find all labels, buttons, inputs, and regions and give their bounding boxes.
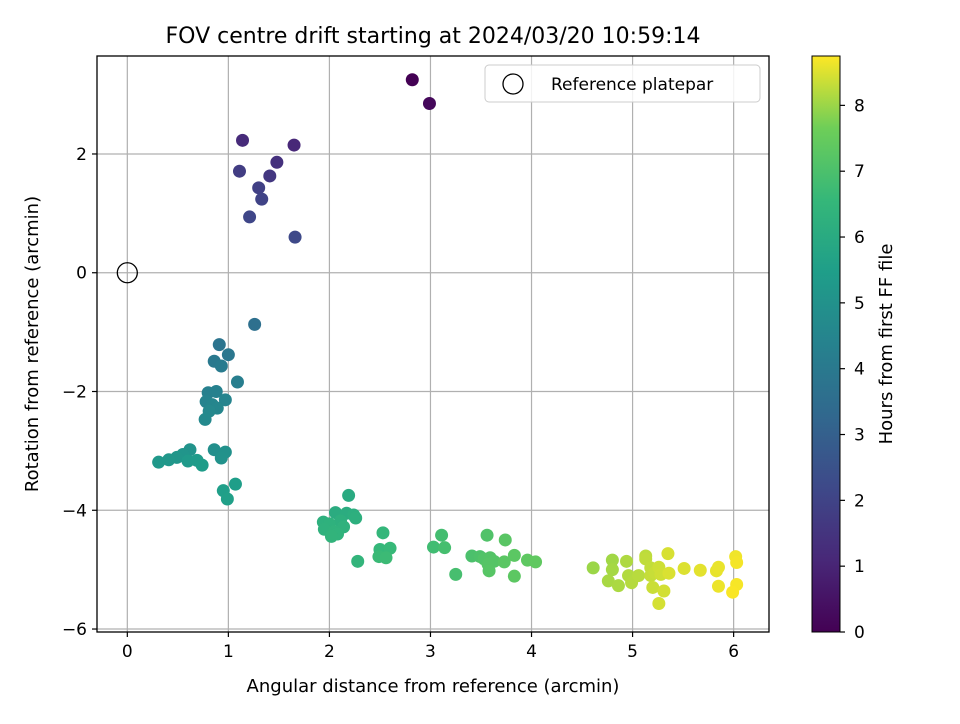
legend-box — [484, 64, 761, 103]
data-point — [438, 541, 452, 555]
data-point — [270, 155, 284, 169]
data-point — [324, 529, 338, 543]
data-point — [497, 555, 511, 569]
data-point — [677, 561, 691, 575]
data-point — [263, 169, 277, 183]
x-tick-label: 0 — [122, 642, 133, 662]
data-point — [498, 533, 512, 547]
data-point — [214, 451, 228, 465]
data-point — [529, 555, 543, 569]
data-point — [693, 563, 707, 577]
colorbar-tick-label: 8 — [854, 96, 865, 116]
data-point — [287, 138, 301, 152]
colorbar: 0 1 2 3 4 5 6 7 8 Hours from first FF file — [811, 55, 897, 643]
data-point — [405, 73, 419, 87]
scatter-points — [116, 73, 744, 610]
y-axis-label: Rotation from reference (arcmin) — [22, 196, 43, 492]
data-point — [351, 554, 365, 568]
data-point — [236, 133, 250, 147]
data-point — [657, 584, 671, 598]
colorbar-tick-label: 7 — [854, 162, 865, 182]
data-point — [288, 230, 302, 244]
reference-platepar-marker — [116, 262, 138, 284]
data-point — [349, 511, 363, 525]
y-tick-label: −6 — [62, 620, 87, 640]
data-point — [605, 553, 619, 567]
data-point — [480, 528, 494, 542]
colorbar-tick-label: 2 — [854, 491, 865, 511]
data-point — [342, 488, 356, 502]
data-point — [652, 596, 666, 610]
data-point — [198, 412, 212, 426]
data-point — [482, 564, 496, 578]
colorbar-tick-label: 0 — [854, 623, 865, 643]
data-point — [230, 375, 244, 389]
x-tick-label: 3 — [425, 642, 436, 662]
x-tick-label: 4 — [526, 642, 537, 662]
x-tick-label: 5 — [627, 642, 638, 662]
legend-entry-reference: Reference platepar — [551, 75, 713, 95]
data-point — [601, 574, 615, 588]
data-point — [586, 561, 600, 575]
data-point — [632, 569, 646, 583]
data-point — [218, 393, 232, 407]
x-axis-ticks: 0 1 2 3 4 5 6 — [122, 632, 739, 662]
data-point — [152, 455, 166, 469]
x-axis-label: Angular distance from reference (arcmin) — [247, 676, 620, 697]
colorbar-label: Hours from first FF file — [876, 244, 897, 445]
data-point — [228, 477, 242, 491]
data-point — [711, 579, 725, 593]
data-point — [507, 548, 521, 562]
data-point — [605, 563, 619, 577]
x-tick-label: 2 — [324, 642, 335, 662]
y-tick-label: 0 — [76, 264, 87, 284]
x-tick-label: 6 — [728, 642, 739, 662]
data-point — [711, 560, 725, 574]
data-point — [661, 547, 675, 561]
data-point — [195, 458, 209, 472]
data-point — [379, 551, 393, 565]
data-point — [726, 585, 740, 599]
colorbar-tick-label: 6 — [854, 228, 865, 248]
data-point — [232, 164, 246, 178]
colorbar-tick-label: 5 — [854, 294, 865, 314]
legend-marker-circle-icon — [502, 73, 524, 95]
colorbar-ticks: 0 1 2 3 4 5 6 7 8 — [840, 96, 865, 643]
y-tick-label: −4 — [62, 501, 87, 521]
chart-title: FOV centre drift starting at 2024/03/20 … — [166, 24, 701, 49]
data-point — [620, 554, 634, 568]
data-point — [427, 540, 441, 554]
data-point — [376, 526, 390, 540]
data-point — [435, 528, 449, 542]
legend: Reference platepar — [484, 64, 761, 103]
data-point — [209, 385, 223, 399]
data-point — [422, 97, 436, 111]
data-point — [243, 210, 257, 224]
data-point — [730, 556, 744, 570]
data-point — [248, 317, 262, 331]
data-point — [449, 567, 463, 581]
colorbar-tick-label: 3 — [854, 426, 865, 446]
colorbar-tick-label: 1 — [854, 557, 865, 577]
y-axis-ticks: −6 −4 −2 0 2 — [62, 145, 97, 640]
data-point — [255, 192, 269, 206]
data-point — [507, 569, 521, 583]
data-point — [252, 181, 266, 195]
y-tick-label: −2 — [62, 383, 87, 403]
y-tick-label: 2 — [76, 145, 87, 165]
data-point — [162, 453, 176, 467]
data-point — [212, 338, 226, 352]
data-point — [611, 579, 625, 593]
colorbar-tick-label: 4 — [854, 360, 865, 380]
plot-frame — [96, 55, 770, 633]
data-point — [221, 348, 235, 362]
x-tick-label: 1 — [223, 642, 234, 662]
data-point — [214, 359, 228, 373]
colorbar-gradient — [811, 55, 841, 633]
data-point — [646, 580, 660, 594]
data-point — [220, 492, 234, 506]
data-point — [662, 566, 676, 580]
grid-lines — [97, 56, 769, 632]
